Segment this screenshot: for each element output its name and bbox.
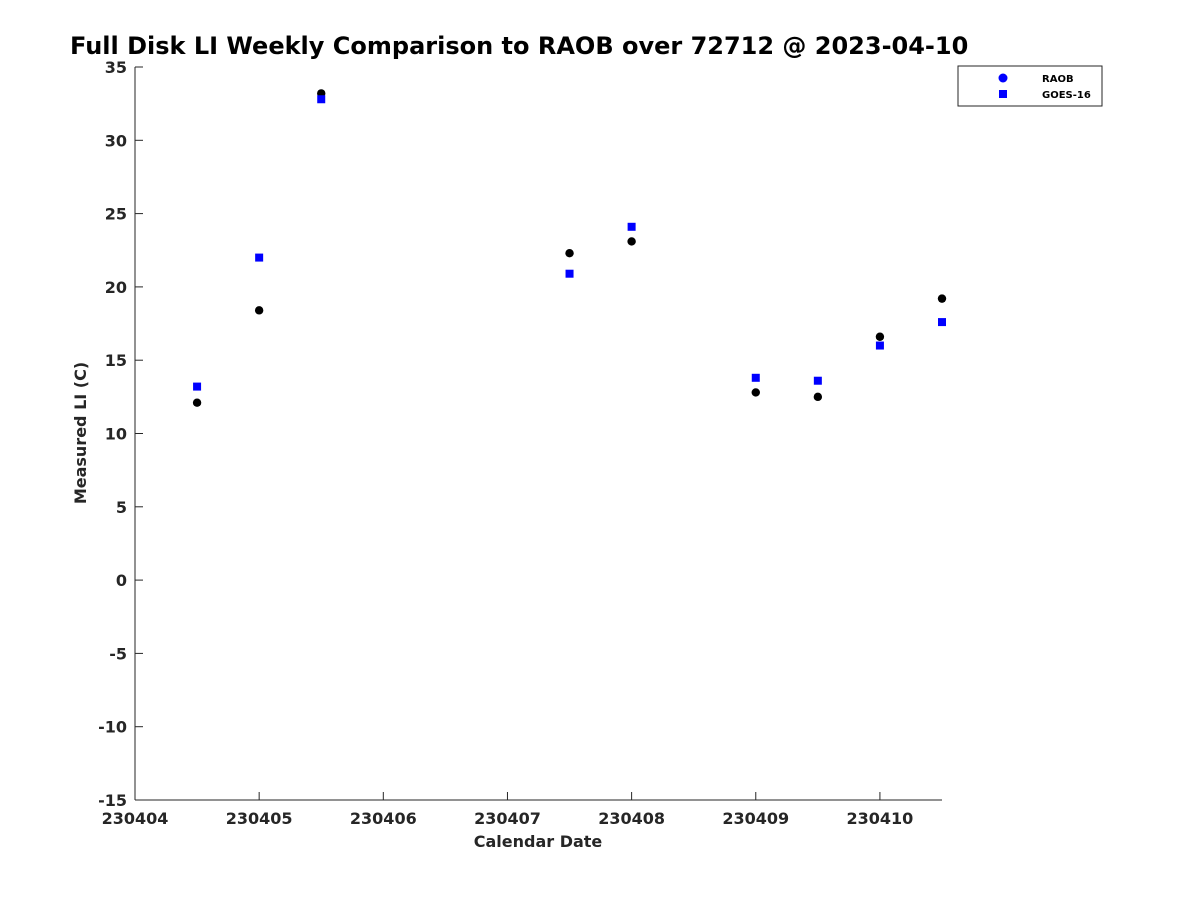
- y-tick-label: 15: [105, 351, 127, 370]
- data-point-raob: [565, 248, 574, 258]
- data-point-goes-16: [875, 341, 884, 350]
- y-tick-label: 30: [105, 131, 127, 150]
- data-point-goes-16: [627, 222, 636, 231]
- x-tick-label: 230407: [474, 809, 541, 828]
- y-tick-label: -10: [98, 718, 127, 737]
- y-tick-label: -15: [98, 791, 127, 810]
- data-point-raob: [875, 332, 885, 341]
- y-tick-label: 0: [116, 571, 127, 590]
- data-point-raob: [254, 306, 264, 315]
- data-points: [192, 89, 947, 407]
- data-point-goes-16: [813, 376, 822, 385]
- y-tick-label: -5: [109, 644, 127, 663]
- data-point-goes-16: [565, 269, 574, 278]
- legend: RAOB GOES-16: [957, 65, 1103, 107]
- x-tick-label: 230409: [722, 809, 789, 828]
- data-point-raob: [627, 237, 636, 246]
- x-tick-label: 230404: [102, 809, 169, 828]
- data-point-goes-16: [255, 253, 264, 262]
- y-tick-label: 10: [105, 425, 127, 444]
- data-point-raob: [813, 392, 823, 402]
- y-tick-label: 5: [116, 498, 127, 517]
- legend-label: GOES-16: [1042, 90, 1091, 101]
- data-point-goes-16: [193, 382, 202, 391]
- legend-label: RAOB: [1042, 74, 1074, 85]
- legend-marker-goes-16: [999, 90, 1007, 98]
- legend-marker-raob: [998, 73, 1008, 83]
- x-axis-ticks: 230404 230405 230406 230407 230408 230409 2304…: [102, 792, 914, 828]
- chart-title: Full Disk LI Weekly Comparison to RAOB o…: [70, 32, 968, 60]
- x-tick-label: 230410: [847, 809, 914, 828]
- data-point-raob: [937, 294, 947, 303]
- x-tick-label: 230408: [598, 809, 665, 828]
- x-tick-label: 230406: [350, 809, 417, 828]
- series-raob: [192, 89, 947, 407]
- y-axis-label: Measured LI (C): [71, 362, 90, 504]
- y-tick-label: 20: [105, 278, 127, 297]
- legend-box: [957, 65, 1103, 107]
- axes: [134, 67, 942, 801]
- series-goes-16: [193, 95, 946, 391]
- data-point-raob: [751, 388, 760, 397]
- x-axis-label: Calendar Date: [474, 832, 603, 851]
- data-point-goes-16: [938, 318, 946, 327]
- data-point-goes-16: [317, 95, 326, 104]
- data-point-goes-16: [751, 373, 760, 382]
- data-point-raob: [192, 398, 202, 407]
- x-tick-label: 230405: [226, 809, 293, 828]
- legend-items: RAOB GOES-16: [998, 73, 1091, 101]
- y-tick-label: 35: [105, 58, 127, 77]
- y-axis-ticks: -15 -10 -5 0 5 10 15 20 25 30 35: [98, 58, 143, 810]
- y-tick-label: 25: [105, 205, 127, 224]
